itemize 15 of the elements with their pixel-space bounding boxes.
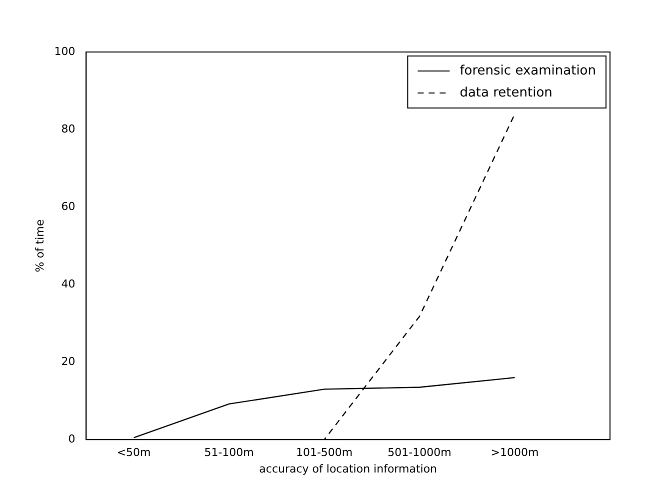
x-tick-label: 101-500m	[296, 446, 353, 460]
x-tick-label: 501-1000m	[388, 446, 452, 460]
legend-label: data retention	[460, 85, 552, 100]
y-tick-label: 60	[61, 200, 76, 213]
y-tick-label: 80	[61, 122, 76, 136]
x-axis-title: accuracy of location information	[259, 462, 438, 476]
legend-label: forensic examination	[460, 63, 596, 78]
y-tick-label: 100	[54, 44, 76, 58]
y-axis-title: % of time	[33, 219, 46, 272]
y-tick-label: 20	[61, 354, 76, 368]
y-tick-label: 0	[68, 432, 76, 446]
x-tick-label: >1000m	[490, 446, 539, 460]
x-tick-label: <50m	[116, 446, 151, 460]
y-tick-label: 40	[61, 277, 76, 290]
x-tick-label: 51-100m	[204, 446, 254, 460]
